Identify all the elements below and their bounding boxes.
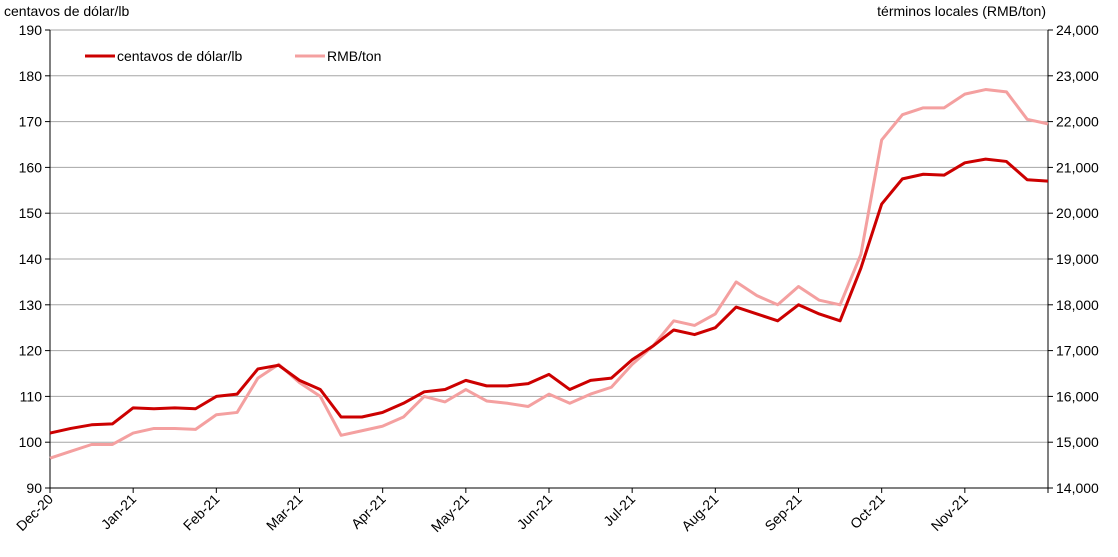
y-tick-label: 170 (19, 114, 43, 130)
y2-tick-label: 15,000 (1056, 434, 1099, 450)
x-tick-label: Apr-21 (348, 491, 389, 532)
x-tick-label: Dec-20 (13, 491, 56, 534)
y-tick-label: 100 (19, 434, 43, 450)
y-tick-label: 130 (19, 297, 43, 313)
x-tick-label: Mar-21 (263, 491, 306, 534)
y-tick-label: 160 (19, 159, 43, 175)
y2-tick-label: 16,000 (1056, 388, 1099, 404)
y-tick-label: 180 (19, 68, 43, 84)
y2-tick-label: 20,000 (1056, 205, 1099, 221)
x-tick-label: Feb-21 (180, 491, 223, 534)
x-tick-label: Jan-21 (98, 491, 140, 533)
y2-axis-title: términos locales (RMB/ton) (877, 3, 1046, 19)
y-tick-label: 90 (26, 480, 42, 496)
x-tick-label: Jun-21 (514, 491, 556, 533)
x-tick-label: Sep-21 (761, 491, 804, 534)
y2-tick-label: 22,000 (1056, 114, 1099, 130)
y2-tick-label: 17,000 (1056, 343, 1099, 359)
x-tick-label: Jul-21 (600, 491, 638, 529)
x-tick-label: Oct-21 (847, 491, 888, 532)
y-tick-label: 110 (20, 388, 43, 404)
y2-tick-label: 18,000 (1056, 297, 1099, 313)
legend-label: RMB/ton (327, 48, 381, 64)
y2-tick-label: 14,000 (1056, 480, 1099, 496)
y2-tick-label: 19,000 (1056, 251, 1099, 267)
y-axis-title: centavos de dólar/lb (4, 3, 130, 19)
y2-tick-label: 21,000 (1056, 159, 1099, 175)
line-series (49, 157, 1049, 435)
y2-tick-label: 23,000 (1056, 68, 1099, 84)
y-tick-label: 120 (19, 343, 43, 359)
x-tick-label: Aug-21 (678, 491, 721, 534)
y-tick-label: 140 (19, 251, 43, 267)
y-tick-label: 190 (19, 22, 43, 38)
line-series (49, 88, 1049, 460)
legend-label: centavos de dólar/lb (117, 48, 243, 64)
y2-tick-label: 24,000 (1056, 22, 1099, 38)
y-tick-label: 150 (19, 205, 43, 221)
x-tick-label: May-21 (428, 491, 472, 535)
x-tick-label: Nov-21 (928, 491, 971, 534)
